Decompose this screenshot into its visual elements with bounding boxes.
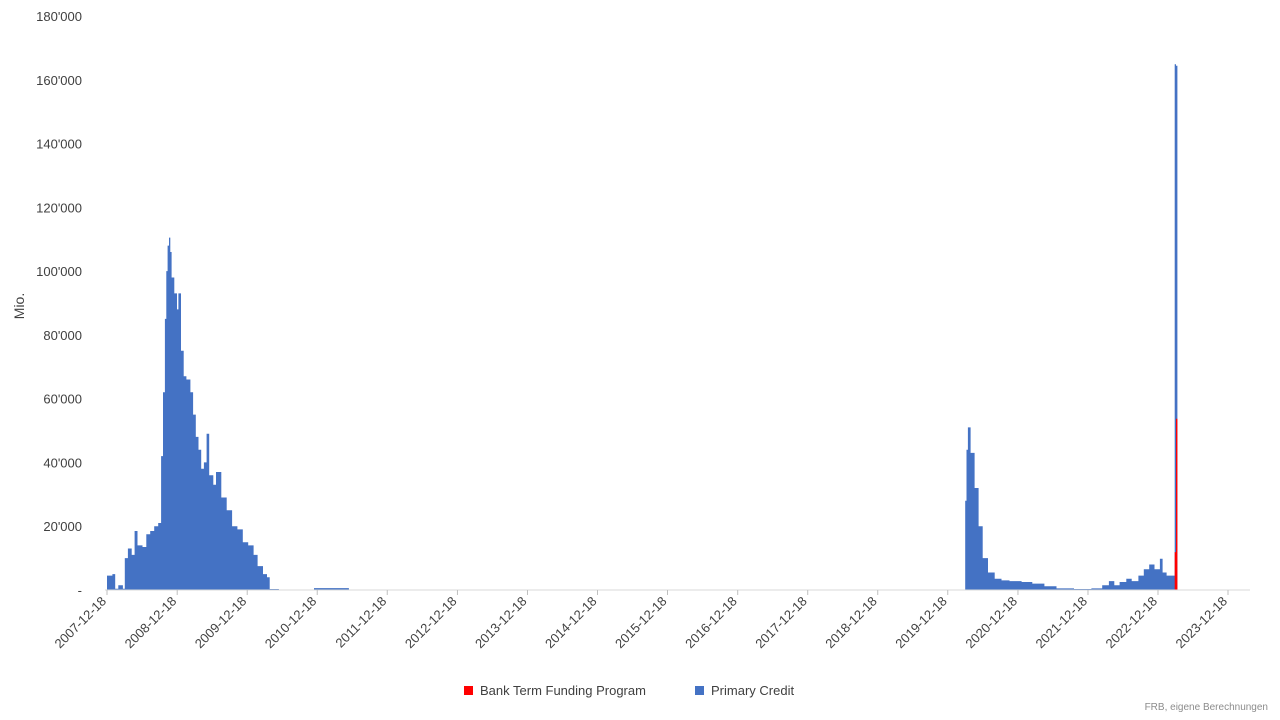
source-note: FRB, eigene Berechnungen [1145,702,1268,713]
y-tick-label: 140'000 [36,137,82,152]
legend-label-bank-term-funding-program: Bank Term Funding Program [480,683,646,698]
x-tick-label: 2011-12-18 [332,594,389,651]
x-tick-label: 2012-12-18 [402,594,460,652]
x-tick-label: 2007-12-18 [51,594,109,652]
x-tick-label: 2023-12-18 [1172,594,1230,652]
y-tick-label: 80'000 [43,328,82,343]
x-tick-label: 2015-12-18 [612,594,670,652]
x-axis-ticks: 2007-12-18 2008-12-18 2009-12-18 2010-12-18… [51,590,1230,651]
x-tick-label: 2020-12-18 [962,594,1020,652]
y-tick-label: 20'000 [43,519,82,534]
x-tick-label: 2021-12-18 [1032,594,1090,652]
x-tick-label: 2008-12-18 [122,594,180,652]
x-tick-label: 2022-12-18 [1102,594,1160,652]
x-tick-label: 2016-12-18 [682,594,740,652]
x-tick-label: 2014-12-18 [542,594,600,652]
series-primary-credit [107,64,1178,590]
legend-swatch-bank-term-funding-program [464,686,473,695]
y-axis-label: Mio. [11,293,27,319]
y-tick-label: 180'000 [36,9,82,24]
legend-label-primary-credit: Primary Credit [711,683,794,698]
y-axis-ticks: - 20'000 40'000 60'000 80'000 100'000 120'000 1… [36,9,82,598]
y-tick-label: 120'000 [36,200,82,215]
series-bank-term-funding-program [1173,418,1178,590]
x-tick-label: 2013-12-18 [472,594,530,652]
x-tick-label: 2010-12-18 [262,594,320,652]
y-tick-label: 100'000 [36,264,82,279]
x-tick-label: 2019-12-18 [892,594,950,652]
y-tick-label: 160'000 [36,73,82,88]
y-tick-label: 40'000 [43,455,82,470]
y-tick-label: - [78,583,82,598]
x-tick-label: 2009-12-18 [192,594,250,652]
x-tick-label: 2017-12-18 [752,594,810,652]
y-tick-label: 60'000 [43,392,82,407]
legend: Bank Term Funding Program Primary Credit [464,683,794,698]
legend-swatch-primary-credit [695,686,704,695]
x-tick-label: 2018-12-18 [822,594,880,652]
plot-area [107,64,1178,590]
